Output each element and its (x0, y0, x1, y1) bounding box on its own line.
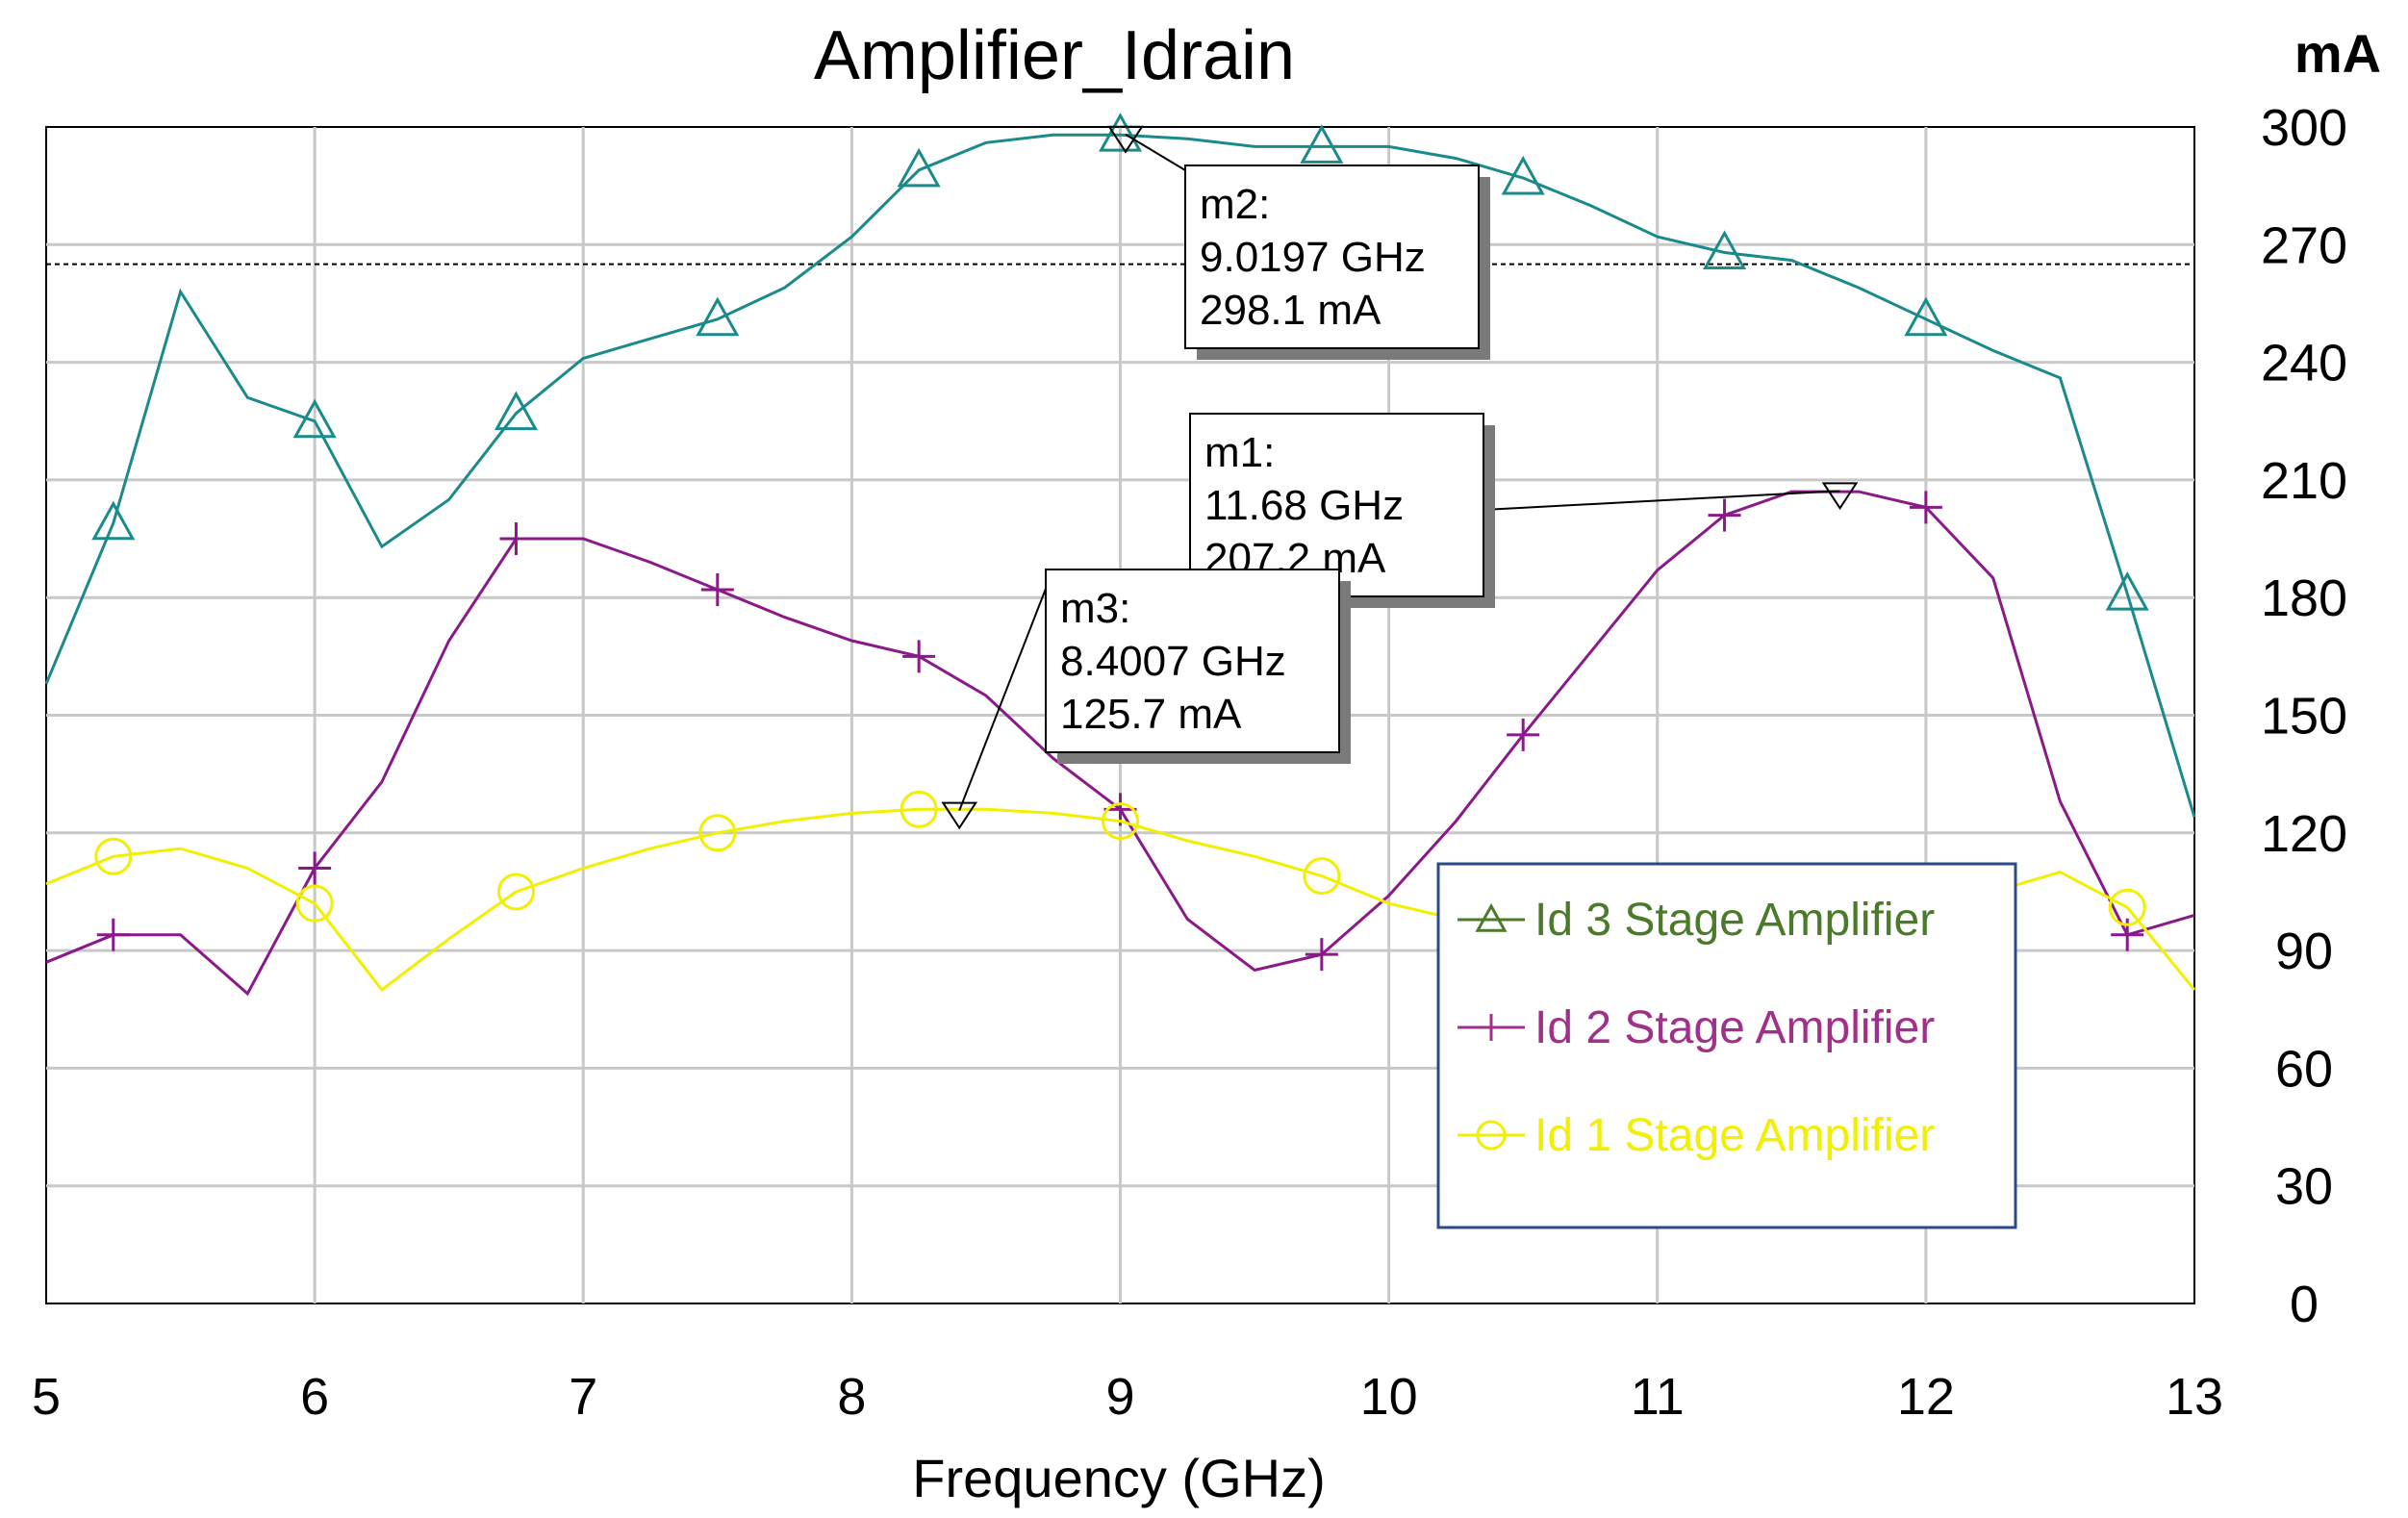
legend-swatch-marker-3 (1476, 1120, 1507, 1151)
y-tick-label: 300 (2261, 99, 2347, 157)
series-2-marker (700, 573, 734, 607)
marker-m2-text-1: m2: (1200, 181, 1270, 228)
y-tick-label: 270 (2261, 216, 2347, 274)
x-tick-label: 5 (32, 1368, 61, 1426)
series-3-marker (900, 790, 938, 828)
marker-m1-pointer (1821, 482, 1859, 511)
legend-entry-1: Id 3 Stage Amplifier (1534, 895, 1935, 946)
series-1-marker (91, 500, 136, 541)
series-1-marker (897, 147, 941, 188)
marker-m3-leader (958, 588, 1047, 811)
y-tick-label: 30 (2275, 1158, 2333, 1216)
series-3-marker (698, 814, 737, 852)
marker-m1-text-2: 11.68 GHz (1204, 482, 1404, 529)
x-tick-label: 6 (300, 1368, 329, 1426)
marker-m2-text-2: 9.0197 GHz (1200, 234, 1426, 281)
series-1-marker (696, 296, 740, 337)
y-axis-unit-label: mA (2294, 23, 2381, 84)
series-3-marker (1303, 857, 1341, 896)
marker-m3-box (1045, 569, 1340, 753)
series-2-marker (1305, 938, 1338, 972)
series-1-marker (1904, 296, 1948, 337)
series-2-marker (499, 522, 533, 556)
legend-entry-2: Id 2 Stage Amplifier (1534, 1002, 1935, 1053)
x-tick-label: 9 (1105, 1368, 1134, 1426)
series-1-marker (1300, 124, 1344, 164)
series-2-marker (298, 851, 332, 885)
marker-m3-text-3: 125.7 mA (1060, 691, 1242, 738)
x-tick-label: 7 (569, 1368, 597, 1426)
y-tick-label: 180 (2261, 569, 2347, 627)
series-1-marker (1501, 155, 1545, 195)
series-3-marker (295, 884, 334, 923)
series-1-marker (1702, 230, 1747, 269)
legend-swatch-marker-2 (1478, 1014, 1505, 1041)
marker-m2-box (1184, 164, 1480, 349)
y-tick-label: 90 (2275, 923, 2333, 980)
series-1-marker (2105, 571, 2149, 611)
y-tick-label: 240 (2261, 335, 2347, 392)
series-3-marker (496, 873, 535, 911)
marker-m2-text-3: 298.1 mA (1200, 287, 1381, 334)
series-1-marker (494, 391, 539, 431)
x-tick-label: 12 (1897, 1368, 1955, 1426)
series-2-marker (96, 918, 130, 951)
series-3-marker (2108, 888, 2146, 926)
series-2-marker (1507, 718, 1540, 751)
series-2-marker (1909, 491, 1942, 524)
x-axis-label: Frequency (GHz) (912, 1448, 1325, 1508)
marker-m3-text-1: m3: (1060, 585, 1130, 632)
legend-entry-3: Id 1 Stage Amplifier (1534, 1110, 1935, 1161)
marker-m3-text-2: 8.4007 GHz (1060, 638, 1286, 685)
legend-swatch-marker-1 (1475, 902, 1508, 932)
marker-m1-box (1189, 413, 1484, 597)
series-3-marker (94, 837, 133, 875)
y-tick-label: 120 (2261, 805, 2347, 863)
marker-m1-leader (1483, 490, 1840, 511)
series-2-marker (902, 640, 936, 673)
y-tick-label: 60 (2275, 1040, 2333, 1098)
marker-m3-pointer (941, 801, 978, 830)
y-tick-label: 0 (2290, 1276, 2319, 1333)
x-tick-label: 13 (2166, 1368, 2223, 1426)
series-1-marker (1098, 113, 1143, 152)
series-line-1 (44, 133, 2196, 818)
legend-box (1436, 862, 2017, 1229)
x-tick-label: 10 (1360, 1368, 1418, 1426)
x-tick-label: 8 (837, 1368, 866, 1426)
chart-title: Amplifier_Idrain (814, 17, 1295, 94)
series-2-marker (1708, 498, 1741, 532)
y-tick-label: 210 (2261, 452, 2347, 510)
series-3-marker (1102, 802, 1139, 841)
plot-area: 5 6 7 8 9 10 11 12 13 0 30 60 90 120 150 180 210 240 270 30… (32, 99, 2347, 1426)
x-tick-label: 11 (1631, 1368, 1685, 1426)
marker-m1-text-1: m1: (1204, 429, 1275, 476)
y-tick-label: 150 (2261, 688, 2347, 746)
series-1-marker (292, 398, 337, 439)
